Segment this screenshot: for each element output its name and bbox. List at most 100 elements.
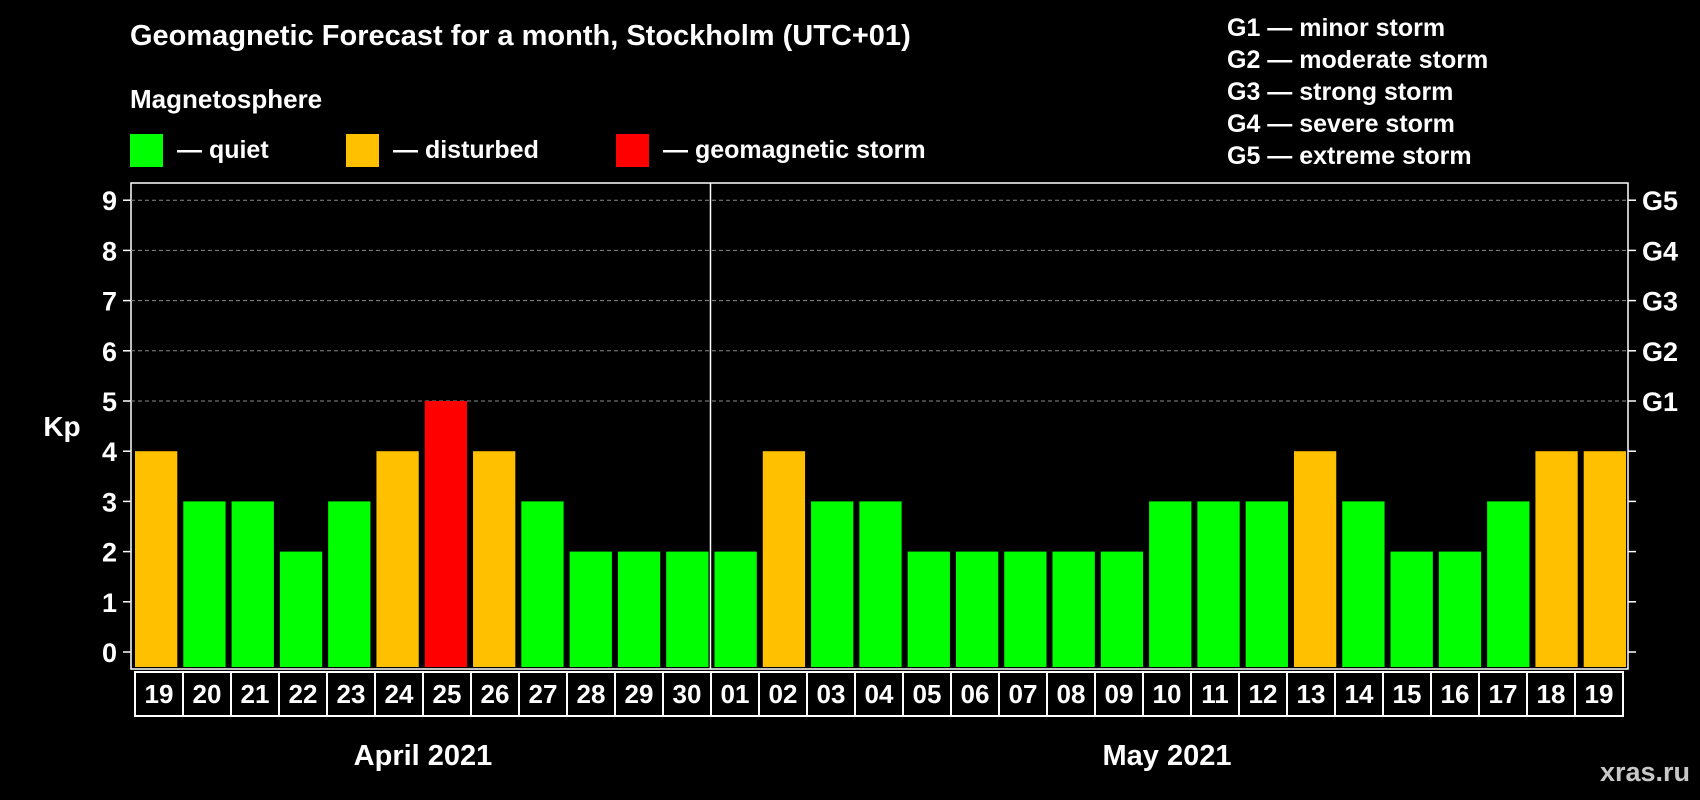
bar (1293, 451, 1337, 667)
bar (1390, 551, 1433, 667)
y-tick-label: 8 (102, 236, 117, 266)
legend-storm: — geomagnetic storm (616, 133, 926, 167)
bar (1052, 551, 1095, 667)
date-label: 22 (289, 679, 318, 709)
right-axis-label: G3 (1642, 287, 1678, 317)
bar (1487, 501, 1530, 667)
bar (1004, 551, 1047, 667)
date-label: 02 (769, 679, 798, 709)
right-axis-label: G2 (1642, 337, 1678, 367)
bar (1149, 501, 1192, 667)
bar (569, 551, 612, 667)
bar (1583, 451, 1626, 667)
bar (279, 551, 323, 667)
date-label: 07 (1009, 679, 1038, 709)
legend-swatch-quiet (130, 133, 163, 167)
date-label: 09 (1105, 679, 1134, 709)
date-label: 30 (673, 679, 702, 709)
date-label: 14 (1345, 679, 1374, 709)
y-tick-label: 7 (102, 287, 117, 317)
bar (328, 501, 371, 667)
date-label: 21 (241, 679, 270, 709)
date-label: 24 (385, 679, 414, 709)
date-row (134, 671, 1624, 717)
date-label: 23 (337, 679, 366, 709)
plot-frame (130, 182, 1629, 670)
bar (762, 451, 806, 667)
date-label: 12 (1249, 679, 1278, 709)
date-label: 08 (1057, 679, 1086, 709)
y-tick-label: 3 (102, 487, 117, 517)
bar (955, 551, 999, 667)
bar (376, 451, 419, 667)
bar (135, 451, 178, 667)
date-label: 10 (1153, 679, 1182, 709)
date-label: 27 (529, 679, 558, 709)
month-label: May 2021 (1103, 740, 1232, 772)
y-tick-label: 1 (102, 588, 117, 618)
bar (666, 551, 709, 667)
chart-title: Geomagnetic Forecast for a month, Stockh… (130, 20, 911, 52)
y-tick-label: 0 (102, 638, 117, 668)
storm-scale-g5: G5 — extreme storm (1227, 142, 1472, 170)
bar (183, 501, 226, 667)
bar (473, 451, 516, 667)
date-label: 28 (577, 679, 606, 709)
bar (617, 551, 661, 667)
date-label: 11 (1201, 679, 1229, 709)
date-label: 13 (1297, 679, 1326, 709)
right-axis-label: G4 (1642, 236, 1678, 266)
storm-scale-g3: G3 — strong storm (1227, 78, 1454, 106)
y-tick-label: 9 (102, 186, 117, 216)
bar (859, 501, 902, 667)
date-label: 25 (433, 679, 462, 709)
date-label: 20 (193, 679, 222, 709)
bar (424, 401, 468, 667)
storm-scale-g1: G1 — minor storm (1227, 14, 1446, 42)
date-label: 03 (817, 679, 846, 709)
legend-label-disturbed: — disturbed (393, 135, 539, 164)
date-label: 16 (1441, 679, 1470, 709)
date-label: 19 (1585, 679, 1614, 709)
legend-disturbed: — disturbed (346, 133, 539, 167)
date-label: 19 (145, 679, 174, 709)
y-tick-label: 6 (102, 337, 117, 367)
y-axis-label: Kp (43, 411, 80, 442)
legend-label-quiet: — quiet (177, 135, 269, 164)
date-label: 17 (1489, 679, 1518, 709)
date-label: 26 (481, 679, 510, 709)
bar (521, 501, 564, 667)
bar (1342, 501, 1385, 667)
legend-swatch-disturbed (346, 133, 379, 167)
date-label: 18 (1537, 679, 1566, 709)
legend-label-storm: — geomagnetic storm (663, 135, 926, 164)
y-tick-label: 2 (102, 538, 117, 568)
date-label: 29 (625, 679, 654, 709)
date-label: 06 (961, 679, 990, 709)
bar (1245, 501, 1288, 667)
storm-scale-g2: G2 — moderate storm (1227, 46, 1489, 74)
bar (811, 501, 854, 667)
storm-scale-g4: G4 — severe storm (1227, 110, 1455, 138)
bar (231, 501, 274, 667)
storm-scale-legend: G1 — minor storm G2 — moderate storm G3 … (1227, 12, 1488, 172)
watermark: xras.ru (1599, 757, 1690, 787)
date-label: 05 (913, 679, 942, 709)
bar (1535, 451, 1578, 667)
bar (1438, 551, 1482, 667)
date-label: 15 (1393, 679, 1422, 709)
bar (1197, 501, 1240, 667)
right-axis-label: G1 (1642, 387, 1678, 417)
month-label: April 2021 (354, 740, 493, 772)
chart-subtitle: Magnetosphere (130, 84, 323, 114)
bar (714, 551, 757, 667)
bar (1100, 551, 1144, 667)
y-tick-label: 4 (102, 437, 117, 467)
legend-swatch-storm (616, 133, 649, 167)
legend-quiet: — quiet (130, 133, 269, 167)
bar (907, 551, 950, 667)
right-axis-label: G5 (1642, 186, 1678, 216)
date-label: 04 (865, 679, 894, 709)
date-label: 01 (721, 679, 750, 709)
